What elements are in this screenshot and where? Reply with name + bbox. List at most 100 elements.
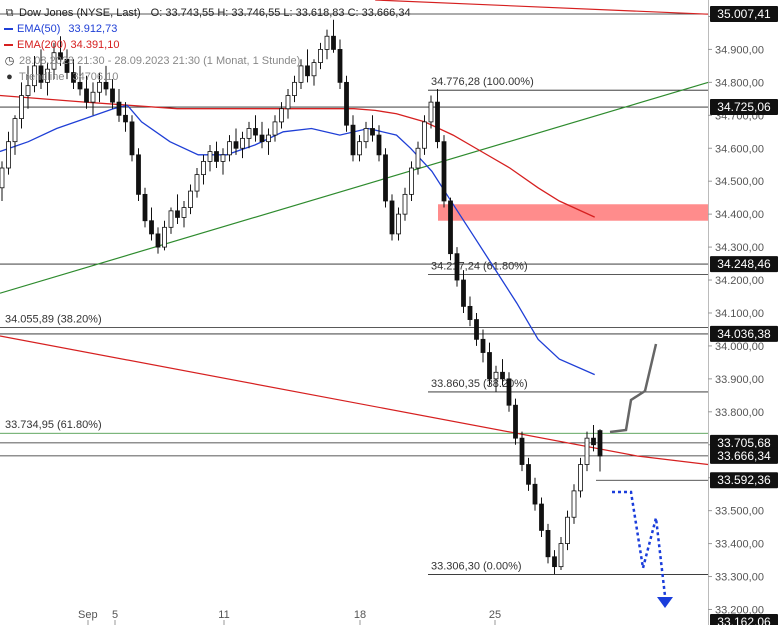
candle-body (298, 65, 304, 83)
ema50-line (0, 104, 595, 376)
candle-body (513, 404, 518, 439)
fib-level-label: 33.306,30 (0.00%) (431, 560, 522, 572)
ema200-label: EMA(200) (17, 39, 67, 51)
fib-level-label-left: 33.734,95 (61.80%) (5, 419, 102, 431)
candle-body (506, 378, 512, 406)
price-badge-label: 34.248,46 (717, 257, 771, 271)
candle-body (129, 121, 135, 156)
candle-body (331, 35, 336, 50)
candle (19, 82, 24, 129)
candle-body (448, 200, 453, 255)
candle-body (259, 134, 265, 143)
candle (500, 359, 505, 386)
candle (422, 115, 427, 155)
candle (383, 148, 388, 208)
candle (266, 128, 271, 155)
y-tick-label: 34.100,00 (715, 308, 764, 320)
candle-body (480, 338, 486, 353)
candle (389, 194, 395, 241)
legend-period: ◷ 28.08.2023 21:30 - 28.09.2023 21:30 (1… (4, 53, 411, 69)
trendline-value: 34706.10 (72, 71, 119, 83)
candle-body (565, 516, 570, 544)
candle (201, 154, 206, 185)
candle (207, 144, 213, 172)
candle-body (162, 226, 167, 248)
candlestick-icon: ⧉ (5, 7, 14, 19)
price-badge (710, 472, 778, 489)
candle-body (519, 437, 525, 465)
trendline-dot-icon: ● (6, 71, 13, 83)
candle (448, 197, 453, 261)
candle (71, 59, 76, 89)
candle-body (500, 371, 505, 380)
candle (565, 510, 570, 551)
candle-body (552, 556, 557, 568)
candle (318, 42, 323, 70)
legend-trendline[interactable]: ● Trendline 34706.10 (4, 69, 411, 85)
y-tick-label: 34.800,00 (715, 77, 764, 89)
candle-body (383, 154, 388, 202)
candle (12, 115, 18, 155)
candle-body (214, 151, 219, 162)
candle-body (584, 437, 590, 465)
candle-body (90, 91, 96, 103)
candle-body (110, 88, 115, 103)
candle (441, 135, 447, 208)
candle (305, 49, 310, 83)
candle (155, 227, 161, 254)
candle-body (253, 128, 258, 136)
candle (376, 125, 382, 162)
y-tick-label: 33.200,00 (715, 604, 764, 616)
price-badge (710, 613, 778, 625)
projection-up-path (609, 343, 658, 434)
candle (597, 429, 603, 472)
candle-body (233, 141, 239, 149)
ema50-swatch (4, 28, 13, 30)
candle-body (64, 58, 70, 73)
candle (493, 365, 499, 393)
candle-body (12, 118, 18, 143)
ema200-swatch (4, 44, 13, 46)
fib-level-label: 33.860,35 (38.20%) (431, 378, 528, 390)
candle (58, 36, 63, 66)
candle (240, 131, 245, 159)
candle (357, 135, 362, 162)
candle (461, 270, 466, 313)
candle-body (571, 490, 577, 518)
candle-body (155, 233, 161, 248)
candle-body (389, 200, 395, 235)
legend-ema200[interactable]: EMA(200) 34.391,10 (4, 37, 411, 53)
candle-body (194, 174, 200, 192)
legend-ema50[interactable]: EMA(50) 33.912,73 (4, 21, 411, 37)
instrument-name: Dow Jones (NYSE, Last) (19, 7, 141, 19)
candle (246, 121, 252, 149)
candle-body (292, 81, 297, 96)
candle (142, 187, 148, 228)
y-tick-label: 34.000,00 (715, 341, 764, 353)
candle-body (97, 81, 102, 93)
candle-body (545, 530, 551, 558)
candle-body (454, 253, 460, 281)
candle-body (175, 210, 180, 218)
candle (415, 141, 421, 175)
candle (259, 121, 265, 149)
candle-body (578, 464, 583, 492)
candle (539, 497, 544, 538)
resistance-zone (438, 204, 708, 221)
candle (279, 102, 284, 129)
price-badge (710, 325, 778, 342)
candle-body (597, 430, 603, 457)
candle-body (71, 72, 76, 83)
ema50-label: EMA(50) (17, 23, 61, 35)
candle (519, 431, 525, 472)
candle (292, 75, 297, 103)
candle (64, 49, 70, 80)
price-badge (710, 6, 778, 23)
candle-body (441, 141, 447, 202)
x-tick-label: 5 (112, 609, 118, 621)
fib-level-label-left: 34.055,89 (38.20%) (5, 314, 102, 326)
candle (487, 342, 492, 386)
projection-down-arrowhead (657, 597, 673, 608)
ema50-value: 33.912,73 (68, 23, 118, 35)
